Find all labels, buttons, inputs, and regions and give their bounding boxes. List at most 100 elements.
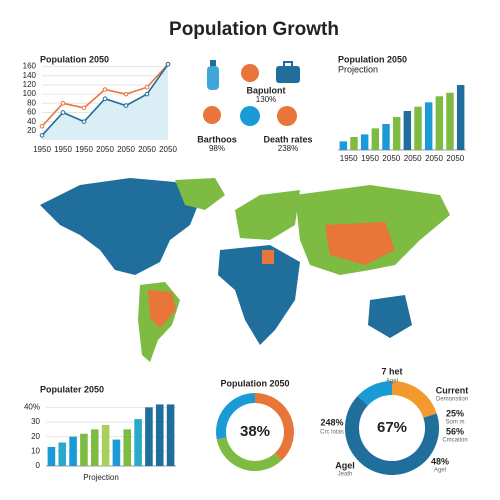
annotation: Crc lotas: [320, 430, 344, 436]
annotation: Jeath: [338, 472, 353, 478]
annotation: Som m: [445, 420, 464, 426]
y-tick-label: 140: [23, 71, 37, 80]
x-tick-label: 1950: [33, 145, 51, 154]
north-america: [40, 178, 200, 275]
area: [42, 64, 168, 140]
bar: [166, 404, 175, 466]
x-tick-label: 2050: [138, 145, 156, 154]
y-tick-label: 60: [27, 108, 36, 117]
icon-value: 130%: [256, 95, 276, 104]
suitcase-handle: [283, 61, 293, 68]
y-tick-label: 20: [31, 432, 40, 441]
x-tick-label: 1950: [340, 154, 358, 163]
donut-segment: [391, 381, 437, 419]
annotation: Agel: [335, 460, 355, 470]
x-tick-label: 1950: [361, 154, 379, 163]
egypt: [262, 250, 274, 264]
page-title: Population Growth: [169, 19, 339, 40]
point: [102, 87, 108, 92]
icon-label: Death rates: [263, 134, 312, 144]
point: [39, 133, 45, 138]
bar: [446, 92, 454, 150]
donut-segment: [357, 381, 393, 406]
world-map: [40, 178, 450, 362]
y-tick-label: 160: [23, 62, 37, 71]
bar: [47, 446, 56, 466]
bar: [360, 134, 369, 150]
annotation: 248%: [320, 417, 343, 427]
point: [144, 84, 150, 90]
food-icon: [241, 64, 259, 82]
bar: [80, 433, 88, 466]
annotation: Current: [436, 385, 469, 395]
chart-subtitle: Projection: [338, 64, 378, 74]
point: [60, 110, 66, 115]
point: [144, 91, 150, 97]
x-tick-label: 2050: [96, 145, 114, 154]
bar: [58, 442, 67, 466]
bar: [350, 137, 358, 150]
y-tick-label: 120: [23, 80, 37, 89]
bar: [69, 436, 77, 466]
bar: [112, 439, 121, 466]
y-tick-label: 80: [27, 98, 36, 107]
point: [123, 91, 129, 97]
bottle-cap: [210, 60, 216, 66]
donut-segment: [216, 437, 282, 471]
suitcase-icon: [276, 66, 300, 83]
icons: [203, 60, 300, 126]
y-tick-label: 40: [27, 117, 36, 126]
icon-value: 98%: [209, 144, 225, 153]
bar: [403, 111, 412, 150]
annotation: Agel: [434, 468, 446, 474]
x-tick-label: 1950: [75, 145, 93, 154]
center-label: 38%: [240, 423, 270, 440]
annotation: 7 het: [381, 366, 402, 376]
bar: [435, 96, 444, 150]
annotation: 25%: [446, 408, 464, 418]
chart-title: Populater 2050: [40, 384, 104, 394]
bottle-icon: [207, 66, 219, 90]
bar: [424, 102, 433, 150]
x-tick-label: 2050: [117, 145, 135, 154]
point: [165, 61, 171, 67]
point: [81, 119, 87, 124]
brazil: [148, 290, 176, 328]
icon-label: Bapulont: [247, 85, 286, 95]
x-tick-label: 2050: [404, 154, 422, 163]
bar: [101, 424, 110, 466]
annotation: 56%: [446, 426, 464, 436]
x-tick-label: 2050: [425, 154, 443, 163]
point: [81, 105, 87, 111]
bar: [382, 124, 390, 150]
annotation: 48%: [431, 456, 449, 466]
bar: [123, 429, 132, 466]
donut-segment: [254, 393, 294, 461]
y-tick-label: 10: [31, 446, 40, 455]
annotation: Agel: [386, 379, 398, 385]
x-tick-label: 2050: [382, 154, 400, 163]
chart-title: Population 2050: [40, 54, 109, 64]
x-axis-label: Projection: [83, 473, 119, 482]
donut-segment: [216, 393, 256, 440]
x-tick-label: 2050: [446, 154, 464, 163]
chart-title: Population 2050: [220, 378, 289, 388]
point: [123, 103, 129, 108]
africa: [218, 245, 300, 345]
bar: [145, 407, 153, 466]
skull-icon: [277, 106, 297, 126]
heart-icon: [203, 106, 221, 124]
bar: [371, 128, 380, 150]
annotation: Demonstion: [436, 397, 468, 403]
bar: [90, 429, 99, 466]
point: [39, 123, 45, 129]
bar: [392, 117, 401, 150]
y-tick-label: 20: [27, 126, 36, 135]
bar: [414, 106, 422, 150]
annotation: Cmcation: [442, 438, 467, 444]
y-tick-label: 0: [36, 461, 41, 470]
bar: [339, 141, 348, 150]
skull-icon: [240, 106, 260, 126]
